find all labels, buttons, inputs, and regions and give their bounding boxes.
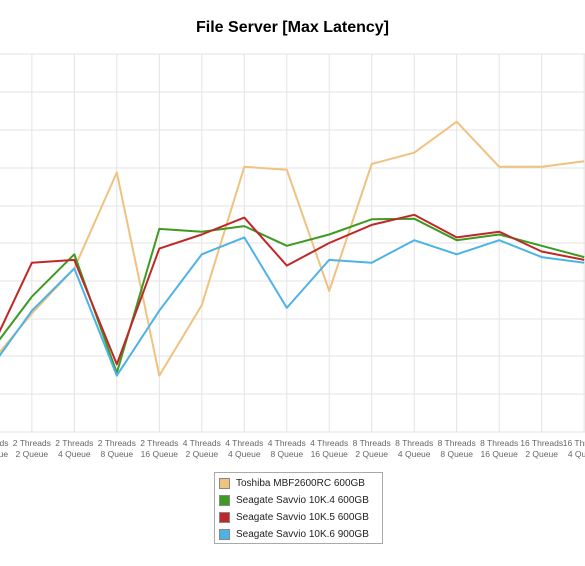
series-line-3[interactable] [0,236,585,377]
x-tick-label: 16 Threads 2 Queue [520,438,563,459]
legend-item[interactable]: Seagate Savvio 10K.6 900GB [219,526,382,543]
series-line-0[interactable] [0,120,585,377]
x-tick-label: 8 Threads 8 Queue [438,438,476,459]
x-tick-label: 2 Threads 16 Queue [140,438,178,459]
legend-label: Seagate Savvio 10K.5 600GB [236,512,369,523]
x-tick-label: 4 Threads 8 Queue [268,438,306,459]
grid [0,53,585,433]
legend-item[interactable]: Toshiba MBF2600RC 600GB [219,475,382,492]
legend: Toshiba MBF2600RC 600GB Seagate Savvio 1… [214,472,383,544]
chart-title: File Server [Max Latency] [196,19,389,36]
legend-swatch-savvio-10k6 [219,529,230,540]
series-lines [0,120,585,377]
x-tick-label: 8 Threads 4 Queue [395,438,433,459]
x-tick-label: 4 Threads 16 Queue [310,438,348,459]
legend-label: Toshiba MBF2600RC 600GB [236,478,365,489]
series-line-2[interactable] [0,213,585,366]
legend-label: Seagate Savvio 10K.4 600GB [236,495,369,506]
x-tick-label: 2 Threads 2 Queue [13,438,51,459]
x-tick-label: 4 Threads 2 Queue [183,438,221,459]
x-tick-label: 4 Threads 4 Queue [225,438,263,459]
legend-swatch-toshiba [219,478,230,489]
legend-item[interactable]: Seagate Savvio 10K.4 600GB [219,492,382,509]
legend-item[interactable]: Seagate Savvio 10K.5 600GB [219,509,382,526]
x-tick-label: 2 Threads 4 Queue [55,438,93,459]
x-tick-label: 2 Threads 8 Queue [98,438,136,459]
legend-label: Seagate Savvio 10K.6 900GB [236,529,369,540]
x-tick-label: 8 Threads 2 Queue [353,438,391,459]
legend-swatch-savvio-10k4 [219,495,230,506]
x-tick-label: 8 Threads 16 Queue [480,438,518,459]
legend-swatch-savvio-10k5 [219,512,230,523]
